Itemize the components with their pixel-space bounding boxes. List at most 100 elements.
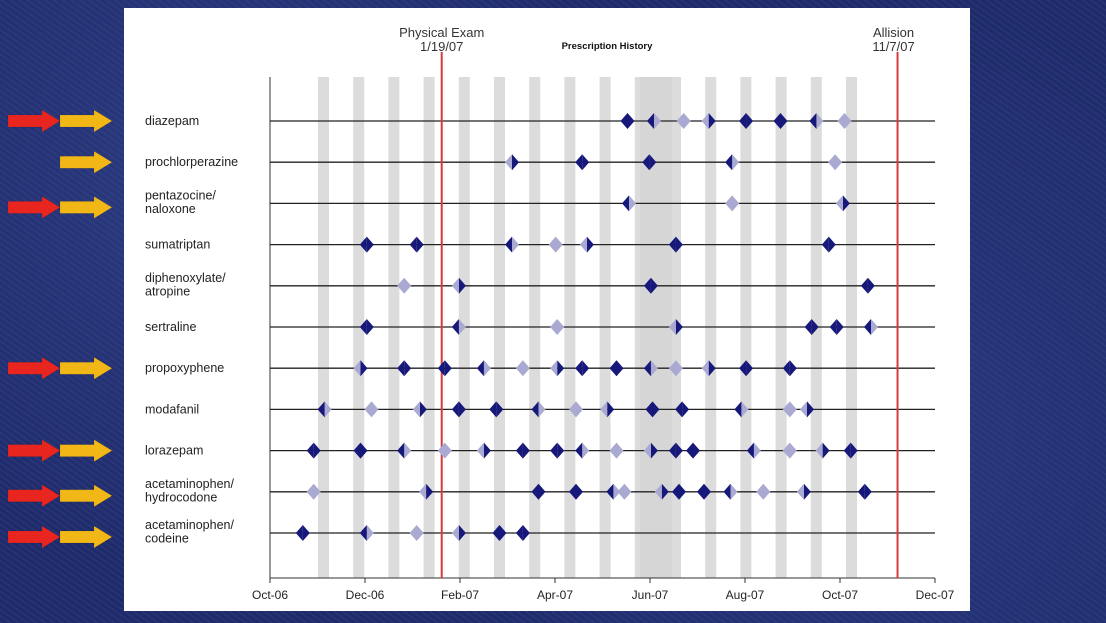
marker-right-half (803, 483, 811, 500)
prescription-marker (409, 525, 424, 541)
x-tick-label: Oct-07 (822, 588, 858, 602)
marker-light (837, 113, 852, 129)
prescription-marker (821, 236, 836, 253)
prescription-marker (548, 236, 563, 253)
marker-right-half (404, 442, 412, 459)
marker-left-half (569, 483, 576, 500)
marker-light (609, 442, 624, 459)
prescription-marker (837, 113, 852, 129)
marker-left-half (800, 401, 807, 418)
chart-title: Prescription History (562, 41, 654, 52)
prescription-marker (809, 113, 824, 129)
prescription-marker (815, 442, 830, 459)
marker-right-half (419, 401, 427, 418)
marker-right-half (522, 442, 530, 459)
marker-left-half (505, 236, 512, 253)
marker-right-half (458, 525, 466, 541)
prescription-marker (451, 319, 466, 335)
prescription-marker (575, 360, 590, 377)
marker-left-half (782, 360, 790, 377)
marker-left-half (606, 483, 614, 500)
prescription-marker (773, 113, 788, 129)
prescription-marker (782, 360, 797, 377)
marker-right-half (458, 401, 466, 418)
marker-left-half (600, 401, 608, 418)
marker-left-half (672, 483, 679, 500)
prescription-marker (654, 483, 669, 500)
prescription-marker (437, 442, 452, 459)
prescription-marker (306, 483, 321, 500)
prescription-marker (697, 483, 711, 500)
marker-right-half (629, 195, 636, 212)
marker-right-half (836, 319, 844, 335)
prescription-marker (353, 360, 368, 377)
prescription-marker (505, 236, 519, 253)
marker-left-half (723, 483, 731, 500)
marker-right-half (679, 483, 686, 500)
prescription-marker (675, 401, 690, 418)
prescription-marker (489, 401, 504, 418)
prescription-marker (804, 319, 819, 335)
prescription-marker (419, 483, 434, 500)
prescription-marker (575, 154, 590, 171)
prescription-marker (782, 442, 797, 459)
prescription-marker (725, 154, 740, 171)
prescription-marker (668, 236, 683, 253)
marker-light (306, 483, 321, 500)
marker-right-half (704, 483, 711, 500)
marker-left-half (353, 360, 361, 377)
prescription-marker (864, 319, 878, 335)
marker-left-half (622, 195, 629, 212)
prescription-marker (617, 483, 632, 500)
yellow-arrow (59, 484, 113, 508)
marker-left-half (419, 483, 427, 500)
prescription-marker (756, 483, 771, 500)
marker-light (725, 195, 740, 212)
marker-right-half (538, 483, 546, 500)
red-arrow (7, 356, 61, 380)
marker-right-half (708, 360, 716, 377)
prescription-marker (645, 401, 660, 418)
marker-left-half (451, 277, 459, 294)
prescription-marker (476, 442, 491, 459)
marker-left-half (359, 525, 367, 541)
marker-right-half (416, 236, 424, 253)
marker-right-half (483, 442, 491, 459)
prescription-marker (643, 360, 658, 377)
prescription-marker (734, 401, 749, 418)
drug-label: diazepam (145, 114, 199, 128)
marker-right-half (627, 113, 635, 129)
marker-left-half (821, 236, 829, 253)
prescription-marker (676, 113, 691, 129)
prescription-marker (796, 483, 811, 500)
marker-right-half (512, 236, 519, 253)
prescription-marker (647, 113, 661, 129)
marker-right-half (850, 442, 858, 459)
x-tick-label: Apr-07 (537, 588, 573, 602)
marker-right-half (864, 483, 872, 500)
prescription-marker (569, 401, 583, 418)
prescription-marker (622, 195, 636, 212)
marker-left-half (642, 154, 650, 171)
marker-right-half (867, 277, 875, 294)
event-title: Allision (873, 25, 914, 40)
prescription-marker (451, 277, 466, 294)
marker-left-half (550, 442, 558, 459)
marker-right-half (582, 154, 590, 171)
marker-right-half (828, 236, 836, 253)
event-date: 11/7/07 (872, 39, 914, 54)
prescription-marker (668, 360, 683, 377)
marker-left-half (620, 113, 628, 129)
marker-left-half (412, 401, 420, 418)
prescription-marker (451, 525, 466, 541)
red-arrow (7, 109, 61, 133)
marker-left-half (575, 360, 583, 377)
marker-left-half (409, 236, 417, 253)
marker-light (756, 483, 771, 500)
x-tick-label: Oct-06 (252, 588, 288, 602)
marker-left-half (835, 195, 843, 212)
marker-right-half (607, 401, 615, 418)
marker-right-half (746, 360, 754, 377)
event-date: 1/19/07 (420, 39, 463, 54)
